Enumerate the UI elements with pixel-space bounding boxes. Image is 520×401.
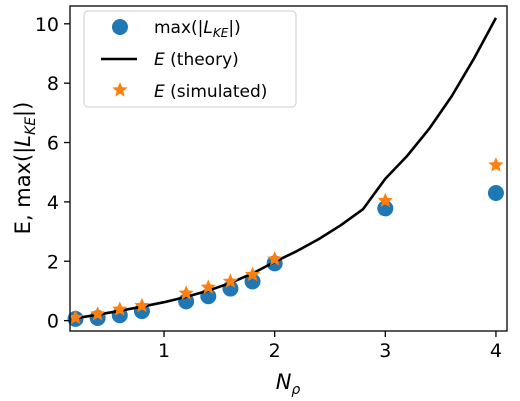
y-tick-label: 10 (35, 14, 59, 36)
data-point-simulated (134, 297, 150, 313)
y-tick-label: 8 (47, 73, 59, 95)
legend-label-simulated: E (simulated) (154, 82, 267, 102)
y-tick-label: 6 (47, 133, 59, 155)
series-layer (67, 17, 504, 327)
data-point-simulated (200, 279, 216, 294)
data-point-simulated (222, 273, 239, 288)
legend-marker-star (112, 82, 128, 97)
x-tick-label: 1 (158, 340, 170, 362)
y-tick-label: 0 (47, 311, 59, 333)
legend-label-theory: E (theory) (154, 50, 239, 70)
x-axis-label: Nρ (276, 370, 301, 398)
data-point-simulated (377, 192, 393, 208)
data-point-simulated (90, 306, 106, 321)
legend-frame (83, 10, 297, 108)
x-tick-label: 2 (269, 340, 281, 362)
plot-frame (69, 5, 508, 332)
tick-layer: 1 2 3 4 0 2 4 6 8 10 (35, 14, 502, 362)
data-point-simulated (267, 251, 283, 266)
data-point-simulated (67, 309, 84, 325)
data-point-simulated (112, 301, 128, 316)
y-tick-label: 2 (47, 251, 59, 273)
legend-marker-circle (112, 19, 128, 35)
data-point-simulated (178, 285, 194, 300)
y-axis-label: E, max(|LKE|) (11, 102, 39, 235)
data-point-max-lke (487, 184, 504, 201)
data-point-max-lke (244, 273, 261, 290)
x-tick-label: 3 (379, 340, 391, 362)
x-tick-label: 4 (490, 340, 502, 362)
y-tick-label: 4 (47, 192, 59, 214)
data-point-simulated (244, 266, 261, 282)
data-point-simulated (488, 157, 504, 172)
legend: max(|LKE|) E (theory) E (simulated) (83, 10, 297, 108)
legend-label-max-lke: max(|LKE|) (154, 18, 241, 40)
